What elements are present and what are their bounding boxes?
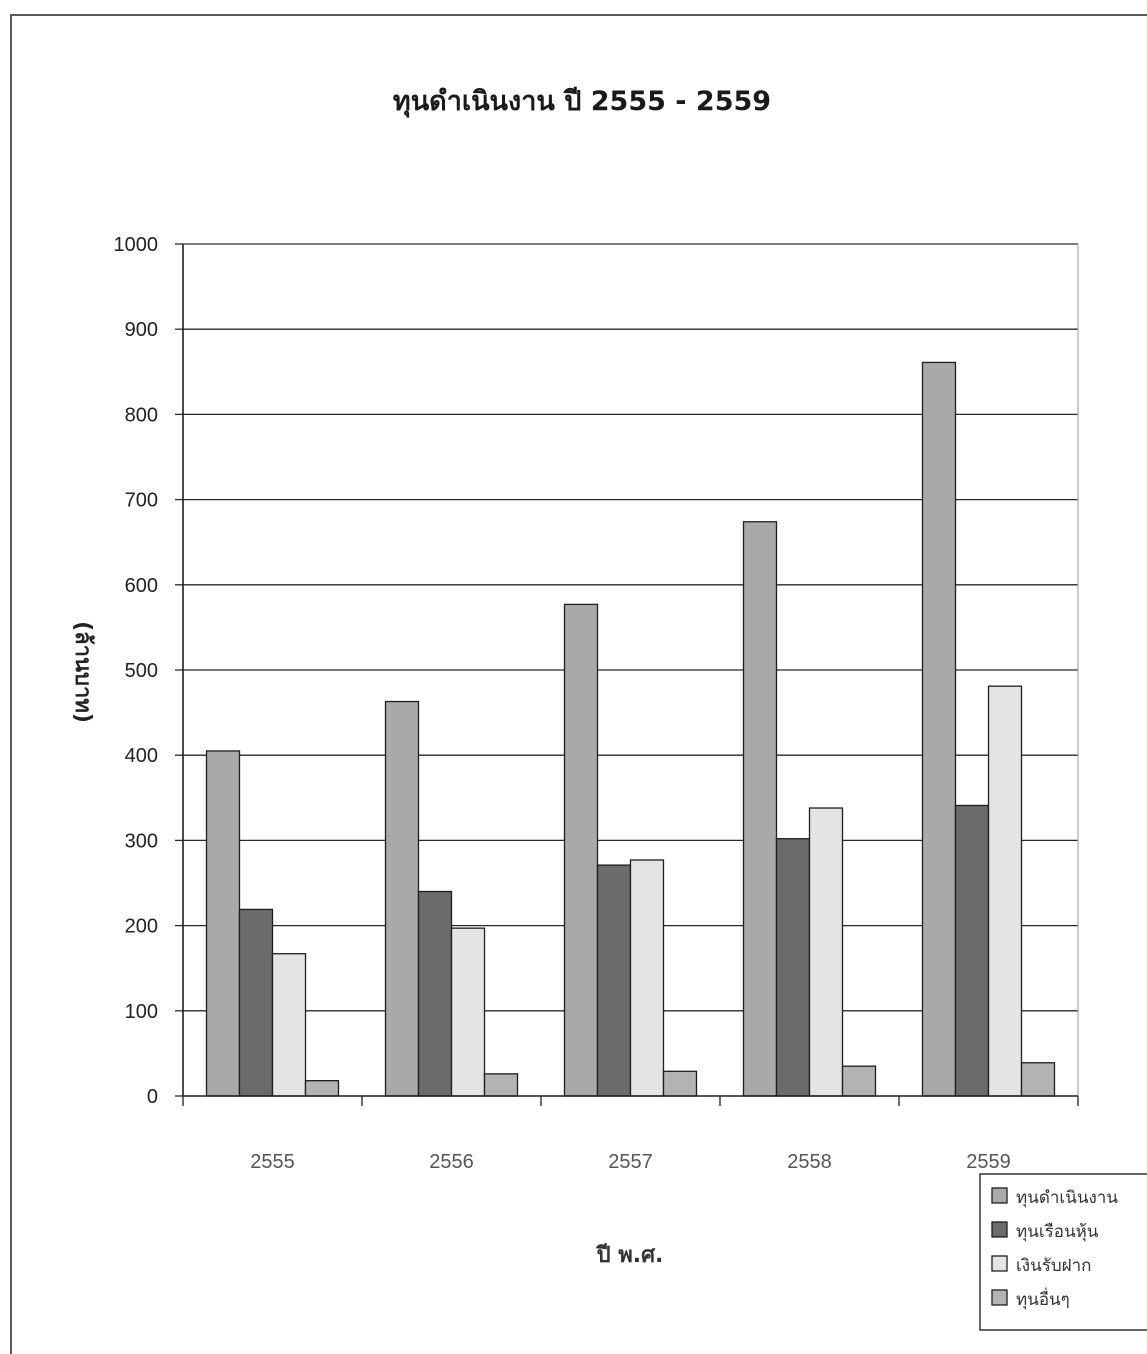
chart-frame xyxy=(10,14,1147,1354)
y-tick-label: 600 xyxy=(125,575,158,597)
bar xyxy=(238,908,274,1097)
y-tick-label: 400 xyxy=(125,745,158,767)
y-tick-label: 700 xyxy=(125,490,158,512)
legend-swatch xyxy=(991,1221,1008,1238)
bar xyxy=(629,859,665,1097)
bar xyxy=(205,750,241,1097)
y-axis-label: (ล้านบาท) xyxy=(70,621,95,723)
y-tick-label: 1000 xyxy=(114,234,159,256)
bar xyxy=(1020,1062,1056,1097)
legend-label: ทุนอื่นๆ xyxy=(1016,1287,1070,1310)
bar xyxy=(775,838,811,1097)
legend-label: ทุนดำเนินงาน xyxy=(1016,1188,1118,1208)
chart-title: ทุนดำเนินงาน ปี 2555 - 2559 xyxy=(393,86,771,118)
x-tick-label: 2556 xyxy=(429,1151,474,1173)
bar xyxy=(662,1070,698,1097)
legend: ทุนดำเนินงานทุนเรือนหุ้นเงินรับฝากทุนอื่… xyxy=(979,1173,1147,1331)
bars xyxy=(205,361,1056,1097)
bar xyxy=(808,807,844,1097)
y-tick-labels: 0 100 200 300 400 500 600 700 800 900 1000 xyxy=(114,234,159,1108)
legend-swatch xyxy=(991,1255,1008,1272)
bar xyxy=(384,700,420,1097)
bar xyxy=(954,804,990,1097)
bar xyxy=(483,1073,519,1097)
y-tick-label: 300 xyxy=(125,830,158,852)
x-tick-label: 2557 xyxy=(608,1151,653,1173)
legend-swatch xyxy=(991,1187,1008,1204)
x-axis-label: ปี พ.ศ. xyxy=(595,1243,663,1268)
legend-swatch xyxy=(991,1289,1008,1306)
y-tick-label: 100 xyxy=(125,1001,158,1023)
y-tick-label: 500 xyxy=(125,660,158,682)
axes xyxy=(175,243,1079,1106)
x-tick-label: 2559 xyxy=(966,1151,1011,1173)
bar xyxy=(563,603,599,1097)
bar xyxy=(987,685,1023,1097)
y-tick-label: 0 xyxy=(147,1086,158,1108)
bar xyxy=(921,361,957,1097)
y-tick-label: 200 xyxy=(125,916,158,938)
legend-label: เงินรับฝาก xyxy=(1016,1256,1091,1276)
bar xyxy=(450,927,486,1097)
bar xyxy=(841,1065,877,1097)
bar xyxy=(596,864,632,1097)
legend-box xyxy=(979,1173,1147,1331)
x-tick-label: 2558 xyxy=(787,1151,832,1173)
x-tick-labels: 2555 2556 2557 2558 2559 xyxy=(250,1151,1011,1173)
y-tick-label: 800 xyxy=(125,404,158,426)
legend-label: ทุนเรือนหุ้น xyxy=(1016,1222,1099,1242)
x-tick-label: 2555 xyxy=(250,1151,295,1173)
bar xyxy=(417,890,453,1097)
bar xyxy=(271,953,307,1097)
bar xyxy=(304,1080,340,1097)
bar xyxy=(742,521,778,1097)
y-tick-label: 900 xyxy=(125,319,158,341)
